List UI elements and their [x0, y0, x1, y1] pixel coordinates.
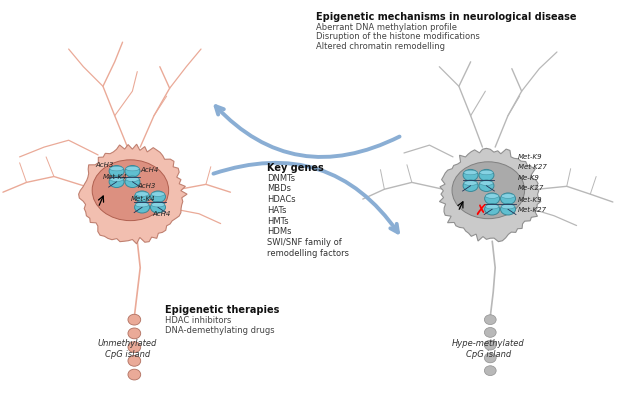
Ellipse shape [152, 192, 165, 196]
Polygon shape [78, 144, 187, 244]
Ellipse shape [484, 366, 496, 376]
Text: MBDs: MBDs [266, 184, 291, 194]
Ellipse shape [128, 314, 141, 325]
Text: remodelling factors: remodelling factors [266, 249, 349, 258]
Text: Me-K27: Me-K27 [517, 185, 544, 191]
Text: HMTs: HMTs [266, 217, 288, 226]
Ellipse shape [150, 191, 166, 202]
Ellipse shape [110, 166, 123, 171]
Ellipse shape [501, 194, 515, 198]
Ellipse shape [464, 170, 477, 175]
Ellipse shape [135, 202, 150, 213]
Text: AcH3: AcH3 [95, 162, 114, 168]
Ellipse shape [485, 193, 499, 204]
Text: Met-K27: Met-K27 [517, 207, 547, 213]
Text: DNMTs: DNMTs [266, 174, 295, 183]
Text: Met-K4: Met-K4 [130, 196, 155, 202]
Text: Met-K4: Met-K4 [103, 173, 128, 179]
Text: Epigenetic mechanisms in neurological disease: Epigenetic mechanisms in neurological di… [316, 12, 577, 22]
Ellipse shape [480, 181, 493, 185]
Ellipse shape [135, 191, 150, 202]
Ellipse shape [501, 204, 516, 215]
Ellipse shape [480, 170, 493, 175]
Ellipse shape [452, 162, 525, 219]
Ellipse shape [464, 181, 477, 185]
Ellipse shape [92, 160, 169, 221]
Ellipse shape [485, 204, 499, 215]
Text: AcH4: AcH4 [152, 211, 170, 217]
Ellipse shape [479, 180, 494, 191]
Text: Altered chromatin remodelling: Altered chromatin remodelling [316, 42, 445, 51]
Text: Epigenetic therapies: Epigenetic therapies [165, 305, 279, 315]
Ellipse shape [484, 315, 496, 324]
Ellipse shape [135, 192, 149, 196]
Text: SWI/SNF family of: SWI/SNF family of [266, 238, 342, 247]
Ellipse shape [125, 176, 140, 187]
Ellipse shape [128, 342, 141, 353]
FancyArrowPatch shape [216, 106, 399, 157]
Text: Hype-methylated
CpG island: Hype-methylated CpG island [452, 339, 525, 359]
Ellipse shape [128, 356, 141, 366]
Ellipse shape [126, 166, 139, 171]
Ellipse shape [484, 340, 496, 350]
Ellipse shape [479, 169, 494, 181]
Ellipse shape [135, 202, 149, 207]
Ellipse shape [110, 177, 123, 181]
Text: Aberrant DNA methylation profile: Aberrant DNA methylation profile [316, 23, 456, 32]
Ellipse shape [501, 193, 516, 204]
Ellipse shape [109, 166, 124, 177]
Text: Met-K9: Met-K9 [517, 154, 542, 160]
Text: AcH3: AcH3 [137, 183, 155, 189]
FancyArrowPatch shape [213, 163, 398, 232]
Text: HDMs: HDMs [266, 227, 291, 236]
Ellipse shape [484, 328, 496, 337]
Ellipse shape [463, 180, 478, 191]
Text: Unmethylated
CpG island: Unmethylated CpG island [98, 339, 157, 359]
Ellipse shape [150, 202, 166, 213]
Ellipse shape [501, 204, 515, 209]
Ellipse shape [485, 194, 499, 198]
Ellipse shape [463, 169, 478, 181]
Text: Disruption of the histone modifications: Disruption of the histone modifications [316, 32, 480, 41]
Text: DNA-demethylating drugs: DNA-demethylating drugs [165, 326, 274, 335]
Text: HATs: HATs [266, 206, 286, 215]
Text: HDAC inhibitors: HDAC inhibitors [165, 316, 231, 325]
Text: AcH4: AcH4 [140, 166, 159, 173]
Text: Met K27: Met K27 [517, 164, 546, 170]
Ellipse shape [485, 204, 499, 209]
Ellipse shape [128, 369, 141, 380]
Polygon shape [439, 148, 541, 242]
Ellipse shape [109, 176, 124, 187]
Text: Me-K9: Me-K9 [517, 175, 539, 181]
Text: Met-K9: Met-K9 [517, 197, 542, 203]
Text: ✗: ✗ [474, 204, 487, 219]
Ellipse shape [152, 202, 165, 207]
Ellipse shape [126, 177, 139, 181]
Ellipse shape [125, 166, 140, 177]
Text: HDACs: HDACs [266, 195, 295, 204]
Text: Key genes: Key genes [266, 163, 324, 173]
Ellipse shape [128, 328, 141, 339]
Ellipse shape [484, 353, 496, 363]
